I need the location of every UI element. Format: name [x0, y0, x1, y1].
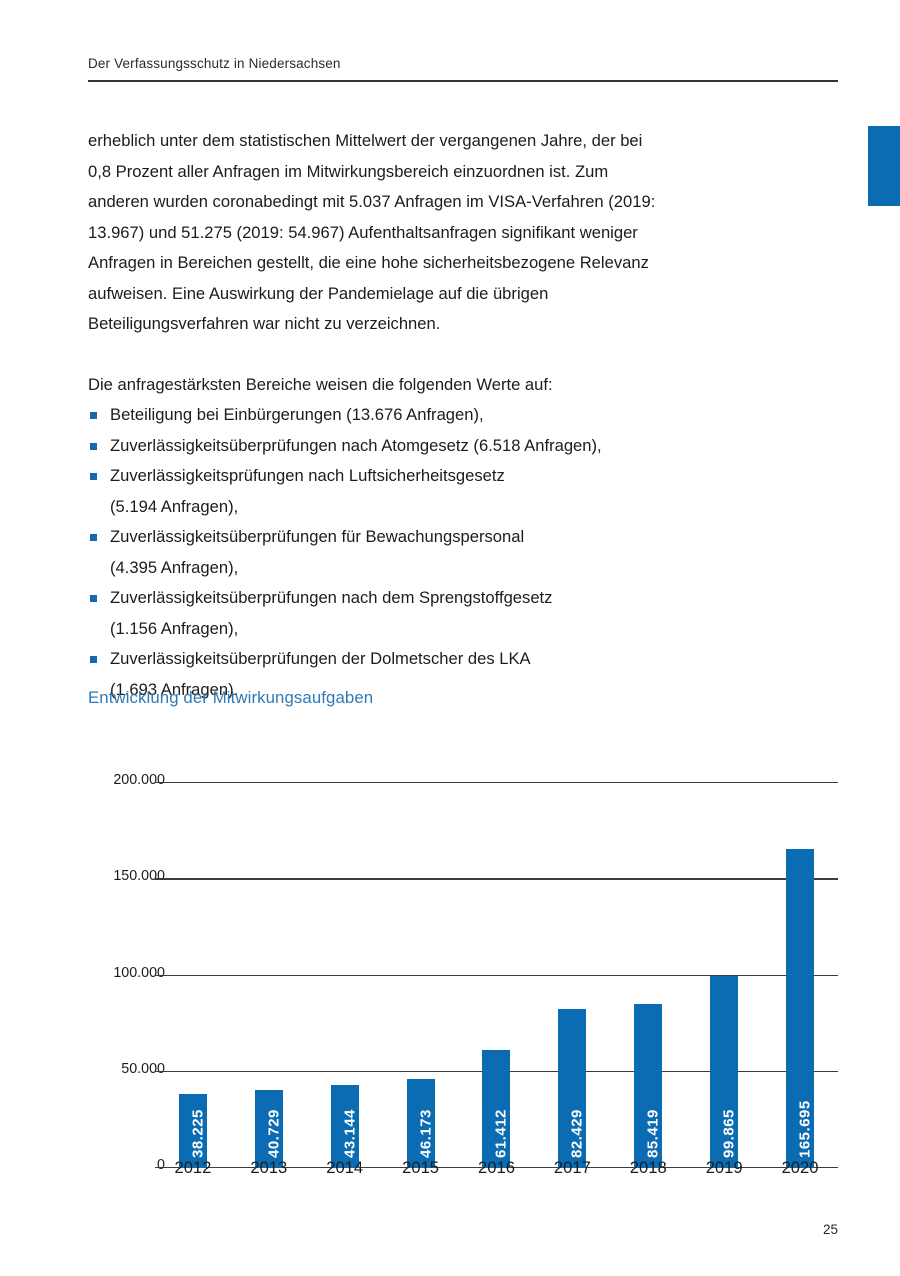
page-number: 25 — [822, 1222, 838, 1237]
list-item-line1: Zuverlässigkeitsprüfungen nach Luftsiche… — [110, 466, 505, 485]
list-item: Zuverlässigkeitsüberprüfungen nach Atomg… — [88, 431, 658, 462]
paragraph-1: erheblich unter dem statistischen Mittel… — [88, 131, 656, 333]
bar — [254, 1089, 283, 1168]
header-divider — [88, 80, 838, 82]
gridline-row: 150.000 — [88, 868, 848, 884]
bar-chart: 0 50.000 100.000 150.000 200.000 38.22540.72… — [88, 768, 848, 1177]
chart-block: Entwicklung der Mitwirkungsaufgaben 0 50.… — [88, 686, 848, 1177]
paragraph-spacer — [88, 340, 658, 370]
x-axis-tick-label: 2015 — [402, 1158, 440, 1177]
list-item: Zuverlässigkeitsprüfungen nach Luftsiche… — [88, 461, 658, 522]
list-item-line2: (5.194 Anfragen), — [110, 496, 239, 516]
bar — [330, 1084, 359, 1168]
list-item-line1: Zuverlässigkeitsüberprüfungen nach Atomg… — [110, 435, 602, 455]
running-header-title: Der Verfassungsschutz in Niedersachsen — [88, 56, 341, 71]
bar — [558, 1009, 587, 1168]
list-item: Zuverlässigkeitsüberprüfungen für Bewach… — [88, 522, 658, 583]
y-axis-tick-label: 200.000 — [113, 772, 165, 788]
bar — [406, 1079, 435, 1168]
chapter-edge-tab — [868, 126, 900, 206]
bar-slot: 43.144 — [307, 783, 383, 1168]
bar-slot: 165.695 — [762, 783, 838, 1168]
bullet-list: Beteiligung bei Einbürgerungen (13.676 A… — [88, 400, 658, 705]
square-bullet-icon — [90, 442, 97, 450]
square-bullet-icon — [90, 412, 97, 419]
x-axis-tick-label: 2012 — [174, 1158, 212, 1177]
bar-slot: 82.429 — [534, 783, 610, 1168]
bar — [786, 849, 815, 1168]
y-axis-tick-label: 0 — [157, 1157, 165, 1173]
x-axis-tick-label: 2014 — [326, 1158, 364, 1177]
x-axis-tick-label: 2018 — [629, 1158, 667, 1177]
square-bullet-icon — [90, 473, 97, 480]
y-axis-tick-label: 50.000 — [121, 1060, 165, 1077]
list-item-line1: Zuverlässigkeitsüberprüfungen nach dem S… — [110, 588, 553, 607]
x-axis-tick-label: 2019 — [705, 1158, 743, 1177]
bar-slot: 38.225 — [155, 783, 231, 1168]
bar — [482, 1049, 511, 1168]
gridline — [155, 974, 838, 976]
gridline-row: 100.000 — [88, 965, 848, 981]
list-item: Zuverlässigkeitsüberprüfungen der Dolmet… — [88, 644, 658, 705]
bar-slot: 46.173 — [383, 783, 459, 1168]
x-axis-tick-label: 2016 — [478, 1158, 515, 1177]
chart-title: Entwicklung der Mitwirkungsaufgaben — [88, 688, 374, 707]
x-axis-tick-label: 2013 — [250, 1158, 288, 1177]
bar-slot: 85.419 — [610, 783, 686, 1168]
bar-slot: 99.865 — [686, 783, 762, 1168]
gridline — [155, 782, 838, 784]
bar — [178, 1094, 207, 1168]
square-bullet-icon — [90, 534, 97, 541]
list-item-line2: (4.395 Anfragen), — [110, 557, 239, 577]
x-axis-tick-label: 2017 — [553, 1158, 591, 1177]
x-axis-tick-label: 2020 — [781, 1158, 819, 1177]
y-axis-tick-label: 150.000 — [113, 868, 165, 885]
gridline — [155, 878, 838, 880]
square-bullet-icon — [90, 595, 97, 602]
list-item-line2: (1.156 Anfragen), — [110, 618, 239, 638]
list-item-line1: Zuverlässigkeitsüberprüfungen für Bewach… — [110, 527, 525, 546]
body-copy: erheblich unter dem statistischen Mittel… — [88, 126, 658, 705]
list-item-line2: (1.693 Anfragen). — [110, 679, 239, 699]
paragraph-2: Die anfragestärksten Bereiche weisen die… — [88, 374, 553, 394]
chart-bars: 38.22540.72943.14446.17361.41282.42985.4… — [155, 783, 838, 1168]
bar — [634, 1003, 663, 1168]
bar-slot: 40.729 — [231, 783, 307, 1168]
list-item-line1: Beteiligung bei Einbürgerungen (13.676 A… — [110, 405, 484, 424]
bar-slot: 61.412 — [459, 783, 535, 1168]
list-item: Beteiligung bei Einbürgerungen (13.676 A… — [88, 400, 658, 431]
running-header: Der Verfassungsschutz in Niedersachsen — [88, 56, 838, 82]
y-axis-tick-label: 100.000 — [113, 964, 165, 981]
list-item-line1: Zuverlässigkeitsüberprüfungen der Dolmet… — [110, 649, 531, 668]
list-item: Zuverlässigkeitsüberprüfungen nach dem S… — [88, 583, 658, 644]
gridline-row: 200.000 — [88, 772, 848, 788]
chart-x-axis: 2012 2013 2014 2015 2016 2017 2018 2019 2020 — [155, 1158, 838, 1188]
bar — [710, 975, 739, 1168]
square-bullet-icon — [90, 656, 97, 663]
